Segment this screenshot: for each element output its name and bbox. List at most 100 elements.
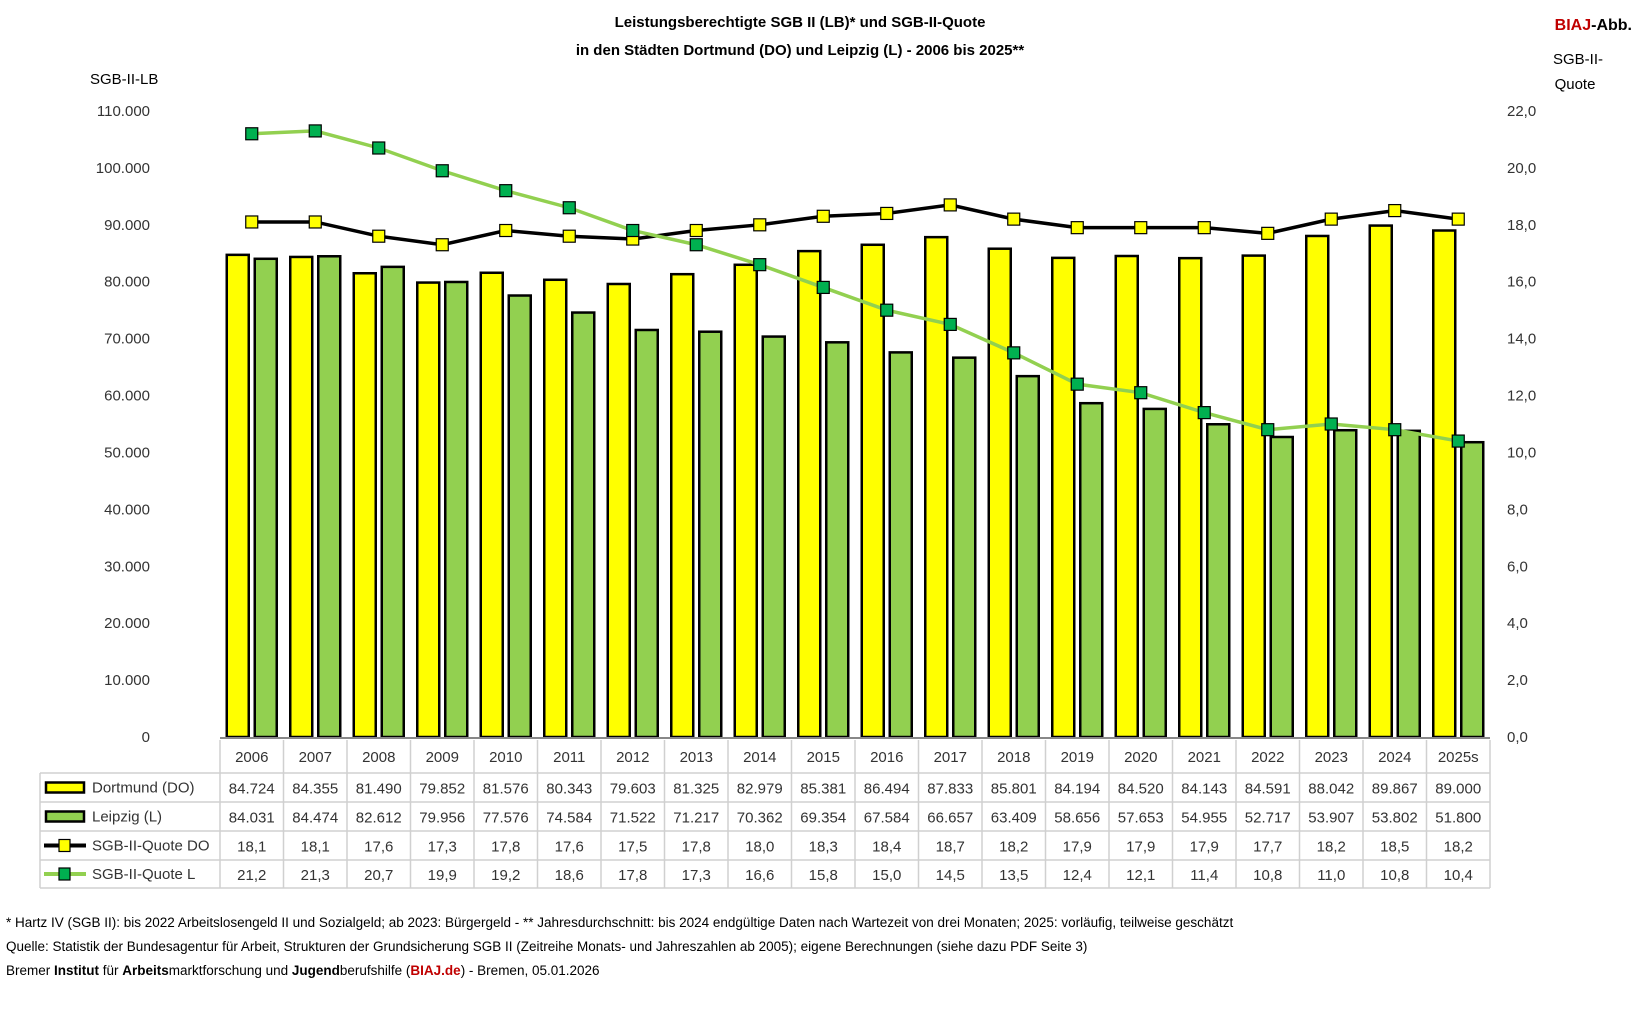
table-cell: 53.907: [1308, 810, 1354, 827]
table-cell: 79.603: [610, 781, 656, 798]
table-cell: 79.956: [419, 810, 465, 827]
category-label: 2008: [362, 749, 395, 766]
right-tick-label: 0,0: [1507, 729, 1528, 746]
right-tick-label: 4,0: [1507, 615, 1528, 632]
bar-leipzig: [761, 335, 786, 739]
table-cell: 84.724: [229, 781, 275, 798]
bar-dortmund: [670, 272, 695, 739]
table-cell: 17,6: [555, 839, 584, 856]
right-tick-label: 10,0: [1507, 444, 1536, 461]
marker-quote-do: [435, 238, 449, 252]
table-cell: 52.717: [1245, 810, 1291, 827]
table-cell: 71.217: [673, 810, 719, 827]
table-cell: 74.584: [546, 810, 592, 827]
right-tick-label: 8,0: [1507, 501, 1528, 518]
right-tick-label: 6,0: [1507, 558, 1528, 575]
marker-quote-do: [562, 229, 576, 243]
bar-dortmund: [416, 281, 441, 739]
legend-label: Dortmund (DO): [92, 780, 195, 797]
category-label: 2019: [1061, 749, 1094, 766]
marker-quote-l: [689, 238, 703, 252]
left-tick-label: 30.000: [104, 558, 150, 575]
table-cell: 84.194: [1054, 781, 1100, 798]
right-axis-label-2: Quote: [1555, 76, 1596, 93]
marker-quote-do: [1007, 212, 1021, 226]
table-cell: 63.409: [991, 810, 1037, 827]
line-quote-do: [251, 203, 1459, 247]
marker-quote-l: [880, 303, 894, 317]
chart-title-line2: in den Städten Dortmund (DO) und Leipzig…: [576, 42, 1025, 59]
table-cell: 19,9: [428, 867, 457, 884]
table-cell: 69.354: [800, 810, 846, 827]
publisher-note: Bremer Institut für Arbeitsmarktforschun…: [6, 963, 600, 978]
category-label: 2015: [807, 749, 840, 766]
marker-quote-l: [1197, 406, 1211, 420]
table-cell: 66.657: [927, 810, 973, 827]
bar-dortmund: [1178, 256, 1203, 739]
table-cell: 53.802: [1372, 810, 1418, 827]
bar-leipzig: [317, 255, 342, 739]
table-cell: 18,6: [555, 867, 584, 884]
table-cell: 17,3: [682, 867, 711, 884]
table-cell: 89.000: [1435, 781, 1481, 798]
legend-key-bar: [44, 781, 86, 794]
table-cell: 77.576: [483, 810, 529, 827]
table-cell: 10,4: [1444, 867, 1473, 884]
category-label: 2025s: [1438, 749, 1479, 766]
bar-dortmund: [352, 271, 377, 739]
table-cell: 57.653: [1118, 810, 1164, 827]
marker-quote-do: [308, 215, 322, 229]
table-cell: 84.520: [1118, 781, 1164, 798]
right-tick-label: 12,0: [1507, 388, 1536, 405]
marker-quote-l: [562, 201, 576, 215]
bar-dortmund: [479, 271, 504, 739]
table-cell: 58.656: [1054, 810, 1100, 827]
marker-quote-l: [499, 184, 513, 198]
category-label: 2021: [1188, 749, 1221, 766]
bar-leipzig: [698, 330, 723, 739]
line-quote-l: [251, 129, 1459, 443]
bar-dortmund: [606, 282, 631, 739]
table-cell: 84.143: [1181, 781, 1227, 798]
marker-quote-do: [689, 223, 703, 238]
publisher-note-part: Arbeits: [122, 963, 169, 978]
marker-quote-l: [1007, 346, 1021, 360]
publisher-note-part: Bremer: [6, 963, 55, 978]
table-cell: 17,9: [1190, 839, 1219, 856]
marker-quote-do: [245, 215, 259, 229]
right-tick-label: 22,0: [1507, 103, 1536, 120]
left-tick-label: 10.000: [104, 672, 150, 689]
marker-quote-do: [816, 209, 830, 223]
category-label: 2018: [997, 749, 1030, 766]
table-cell: 17,7: [1253, 839, 1282, 856]
marker-quote-l: [753, 258, 767, 272]
bar-dortmund: [1432, 229, 1457, 739]
table-cell: 19,2: [491, 867, 520, 884]
bar-leipzig: [952, 356, 977, 739]
table-cell: 18,3: [809, 839, 838, 856]
table-cell: 17,9: [1063, 839, 1092, 856]
left-tick-label: 100.000: [96, 160, 150, 177]
legend-key-bar: [44, 810, 86, 823]
left-tick-label: 60.000: [104, 388, 150, 405]
marker-quote-do: [1197, 221, 1211, 235]
category-label: 2022: [1251, 749, 1284, 766]
table-cell: 20,7: [364, 867, 393, 884]
table-cell: 82.979: [737, 781, 783, 798]
marker-quote-l: [943, 317, 957, 332]
table-cell: 17,3: [428, 839, 457, 856]
table-cell: 10,8: [1253, 867, 1282, 884]
marker-quote-do: [753, 218, 767, 232]
marker-quote-l: [1261, 423, 1275, 437]
publisher-note-part: berufshilfe (: [339, 963, 411, 978]
left-tick-label: 40.000: [104, 501, 150, 518]
marker-quote-do: [1451, 212, 1465, 226]
category-label: 2017: [934, 749, 967, 766]
table-cell: 81.490: [356, 781, 402, 798]
bar-leipzig: [380, 265, 405, 739]
table-cell: 81.325: [673, 781, 719, 798]
table-cell: 54.955: [1181, 810, 1227, 827]
table-cell: 18,1: [237, 839, 266, 856]
marker-quote-l: [1134, 386, 1148, 400]
table-cell: 18,2: [1444, 839, 1473, 856]
